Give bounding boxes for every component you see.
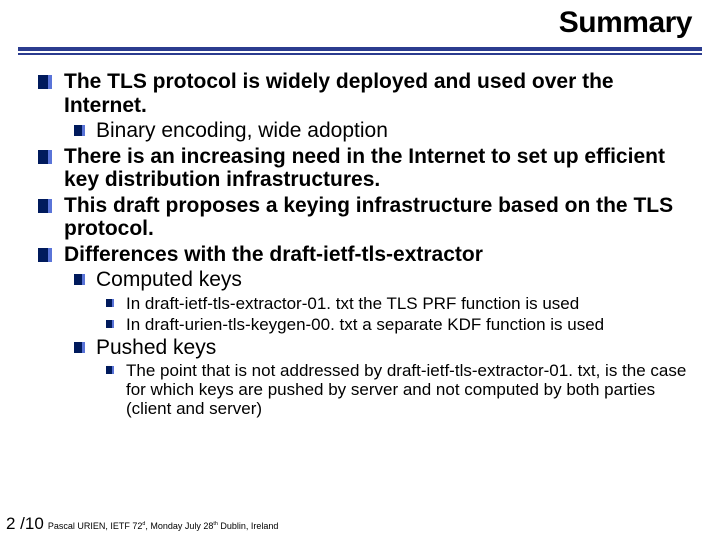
footer-seg: Pascal URIEN, IETF 72 bbox=[48, 521, 143, 531]
title-rule-thin bbox=[18, 53, 702, 55]
bullet-text: Binary encoding, wide adoption bbox=[96, 119, 694, 143]
bullet-text: In draft-ietf-tls-extractor-01. txt the … bbox=[126, 294, 694, 313]
bullet-icon bbox=[38, 199, 52, 213]
bullet-text: The TLS protocol is widely deployed and … bbox=[64, 70, 694, 117]
list-item: In draft-urien-tls-keygen-00. txt a sepa… bbox=[36, 315, 694, 334]
list-item: There is an increasing need in the Inter… bbox=[36, 145, 694, 192]
bullet-icon bbox=[74, 342, 85, 353]
bullet-text: The point that is not addressed by draft… bbox=[126, 361, 694, 418]
bullet-icon bbox=[38, 248, 52, 262]
bullet-text: This draft proposes a keying infrastruct… bbox=[64, 194, 694, 241]
title-rule-thick bbox=[18, 47, 702, 51]
list-item: Pushed keys bbox=[36, 336, 694, 360]
list-item: Binary encoding, wide adoption bbox=[36, 119, 694, 143]
bullet-icon bbox=[38, 150, 52, 164]
slide: Summary The TLS protocol is widely deplo… bbox=[0, 0, 720, 540]
bullet-icon bbox=[74, 274, 85, 285]
footer-seg: , Monday July 28 bbox=[145, 521, 213, 531]
footer-seg: Dublin, Ireland bbox=[218, 521, 279, 531]
list-item: Differences with the draft-ietf-tls-extr… bbox=[36, 243, 694, 267]
bullet-icon bbox=[74, 125, 85, 136]
footer-text: Pascal URIEN, IETF 72d, Monday July 28th… bbox=[48, 521, 279, 531]
bullet-icon bbox=[106, 366, 114, 374]
page-number: 2 /10 bbox=[6, 514, 44, 534]
list-item: In draft-ietf-tls-extractor-01. txt the … bbox=[36, 294, 694, 313]
list-item: The TLS protocol is widely deployed and … bbox=[36, 70, 694, 117]
bullet-text: Differences with the draft-ietf-tls-extr… bbox=[64, 243, 694, 267]
bullet-text: Computed keys bbox=[96, 268, 694, 292]
list-item: Computed keys bbox=[36, 268, 694, 292]
list-item: This draft proposes a keying infrastruct… bbox=[36, 194, 694, 241]
list-item: The point that is not addressed by draft… bbox=[36, 361, 694, 418]
content-area: The TLS protocol is widely deployed and … bbox=[36, 70, 694, 420]
slide-footer: 2 /10 Pascal URIEN, IETF 72d, Monday Jul… bbox=[6, 514, 278, 534]
bullet-icon bbox=[106, 320, 114, 328]
page-title: Summary bbox=[559, 6, 692, 40]
bullet-icon bbox=[38, 75, 52, 89]
bullet-text: Pushed keys bbox=[96, 336, 694, 360]
bullet-text: There is an increasing need in the Inter… bbox=[64, 145, 694, 192]
bullet-icon bbox=[106, 299, 114, 307]
bullet-text: In draft-urien-tls-keygen-00. txt a sepa… bbox=[126, 315, 694, 334]
